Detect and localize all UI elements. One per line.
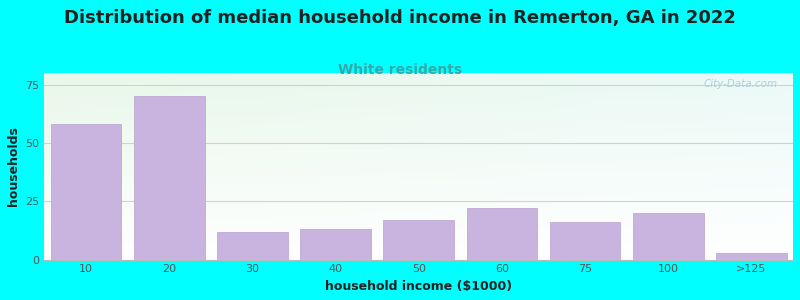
- Bar: [466, 208, 538, 260]
- Bar: [550, 222, 621, 260]
- Bar: [217, 232, 288, 260]
- X-axis label: household income ($1000): household income ($1000): [326, 280, 512, 293]
- Y-axis label: households: households: [7, 126, 20, 206]
- Bar: [633, 213, 704, 260]
- Bar: [50, 124, 122, 260]
- Bar: [300, 229, 371, 260]
- Text: White residents: White residents: [338, 63, 462, 77]
- Text: Distribution of median household income in Remerton, GA in 2022: Distribution of median household income …: [64, 9, 736, 27]
- Bar: [383, 220, 454, 260]
- Text: City-Data.com: City-Data.com: [704, 79, 778, 88]
- Bar: [134, 96, 205, 260]
- Bar: [716, 253, 787, 260]
